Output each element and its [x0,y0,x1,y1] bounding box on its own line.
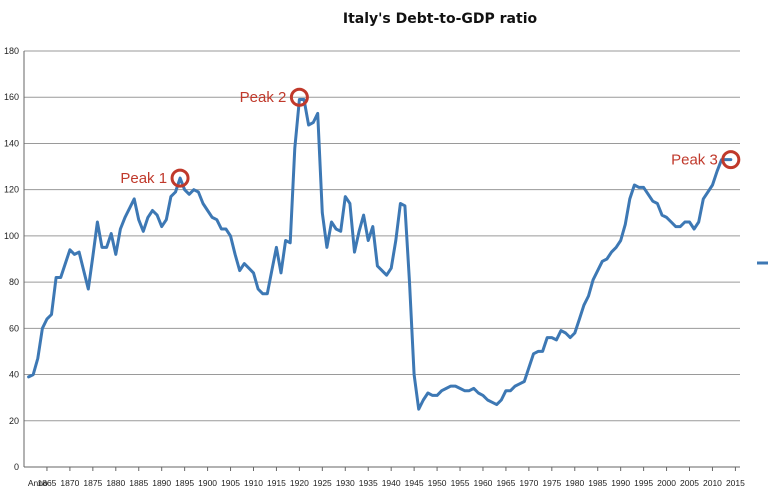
x-tick-label: 1895 [175,478,194,488]
x-tick-label: 1890 [152,478,171,488]
x-tick-label: 1915 [267,478,286,488]
y-tick-label: 0 [14,462,19,472]
y-tick-label: 100 [4,231,19,241]
y-axis-ticks: 0 20 40 60 80 100 120 140 160 180 [4,46,19,472]
peak-marker [170,168,190,188]
x-tick-label: 1990 [611,478,630,488]
series-line [27,98,733,411]
x-tick-label: 1865 [37,478,56,488]
x-tick-label: 1985 [588,478,607,488]
chart-title: Italy's Debt-to-GDP ratio [343,11,538,27]
gridlines [24,50,740,422]
peak-marker [289,87,309,107]
x-tick-label: 2015 [726,478,745,488]
x-tick-label: 1970 [519,478,538,488]
peak-label: Peak 1 [120,170,167,187]
peak-marker [721,150,741,170]
x-tick-label: 1940 [382,478,401,488]
y-tick-label: 60 [9,323,19,333]
x-tick-label: 1965 [496,478,515,488]
y-tick-label: 20 [9,416,19,426]
y-tick-label: 140 [4,138,19,148]
series-layer [27,98,733,411]
x-tick-label: 1920 [290,478,309,488]
x-tick-label: 1995 [634,478,653,488]
x-tick-label: 1910 [244,478,263,488]
y-tick-label: 160 [4,92,19,102]
annotations: Peak 1 Peak 2 Peak 3 [120,87,741,188]
x-tick-label: 1925 [313,478,332,488]
x-tick-label: 1900 [198,478,217,488]
y-tick-label: 120 [4,185,19,195]
x-tick-label: 2010 [703,478,722,488]
x-tick-label: 2000 [657,478,676,488]
x-tick-label: 1870 [60,478,79,488]
x-tick-label: 1935 [359,478,378,488]
x-tick-label: 1960 [474,478,493,488]
x-tick-label: 1945 [405,478,424,488]
x-tick-label: 1905 [221,478,240,488]
y-tick-label: 80 [9,277,19,287]
x-tick-label: 1955 [451,478,470,488]
y-tick-label: 40 [9,370,19,380]
y-tick-label: 180 [4,46,19,56]
x-tick-label: 1880 [106,478,125,488]
x-tick-label: 1980 [565,478,584,488]
x-tick-label: Anno [28,478,48,488]
x-tick-label: 2005 [680,478,699,488]
peak-label: Peak 2 [240,89,287,106]
x-tick-label: 1875 [83,478,102,488]
axes [23,51,740,468]
x-tick-label: 1885 [129,478,148,488]
x-tick-label: 1930 [336,478,355,488]
peak-label: Peak 3 [671,152,718,169]
x-tick-label: 1975 [542,478,561,488]
x-tick-label: 1950 [428,478,447,488]
